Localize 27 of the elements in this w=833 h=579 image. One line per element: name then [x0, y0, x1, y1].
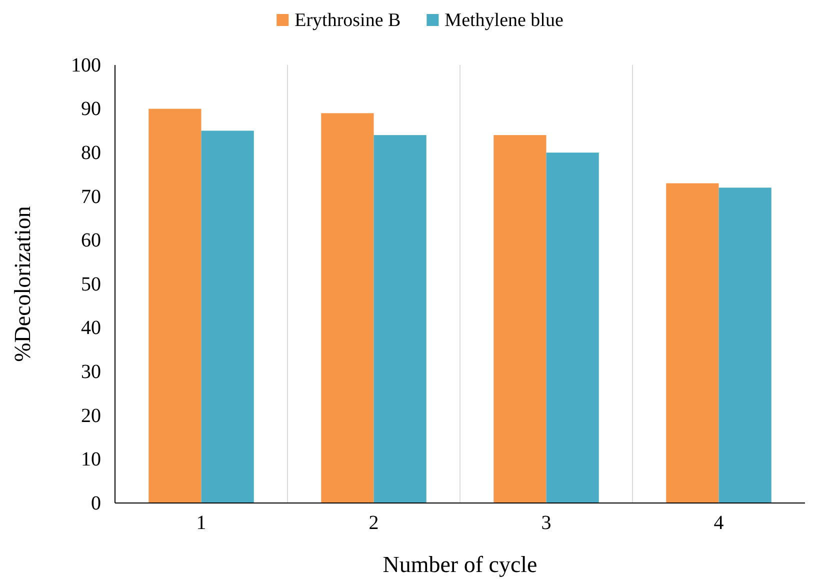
y-tick-label: 60	[81, 230, 101, 252]
bar	[494, 135, 546, 503]
x-tick-label: 3	[541, 512, 552, 534]
bar	[148, 108, 202, 503]
bar	[666, 183, 719, 503]
x-tick-label: 4	[714, 512, 724, 534]
bar	[718, 188, 772, 503]
y-tick-label: 70	[81, 186, 101, 208]
bar	[546, 152, 599, 503]
x-tick-label: 1	[196, 512, 206, 534]
y-tick-label: 40	[81, 317, 101, 340]
y-tick-label: 0	[91, 492, 101, 514]
y-tick-label: 50	[81, 273, 101, 296]
bar	[374, 135, 426, 503]
y-tick-label: 20	[81, 404, 101, 427]
legend-label: Methylene blue	[444, 10, 564, 31]
bar	[201, 130, 254, 503]
y-tick-label: 100	[71, 54, 101, 76]
y-axis-title: %Decolorization	[10, 206, 35, 362]
y-tick-label: 10	[81, 448, 101, 471]
bar	[321, 113, 374, 503]
y-tick-label: 30	[81, 361, 101, 383]
x-tick-label: 2	[368, 512, 379, 534]
x-axis-title: Number of cycle	[382, 552, 538, 577]
legend-label: Erythrosine B	[294, 10, 401, 31]
y-tick-label: 90	[81, 98, 101, 120]
y-tick-label: 80	[81, 142, 101, 164]
